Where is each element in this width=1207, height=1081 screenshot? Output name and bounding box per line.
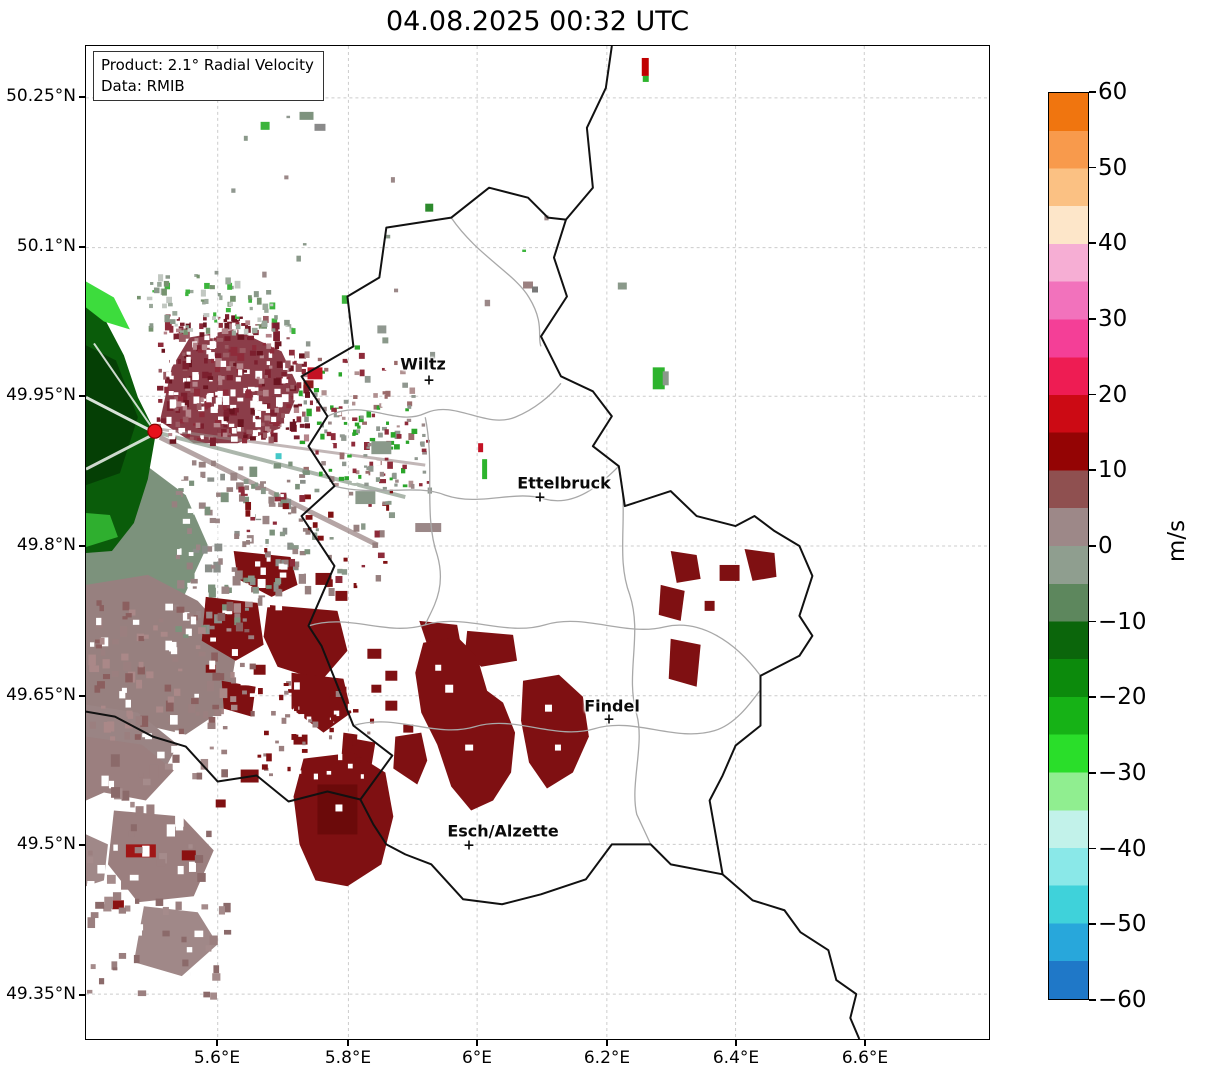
y-tick-label: 49.95°N [6,385,76,405]
figure-title: 04.08.2025 00:32 UTC [385,6,690,37]
velocity-field-layer [86,57,777,1000]
colorbar-tick-mark [1089,696,1096,698]
y-tick-label: 50.1°N [16,236,76,256]
colorbar-tick-mark [1089,545,1096,547]
radar-site-dot [147,423,163,439]
city-label-ettelbruck: Ettelbruck [517,473,611,493]
x-tick-label: 6.4°E [712,1048,760,1068]
x-tick-label: 6.6°E [841,1048,889,1068]
country-borders [86,46,861,1039]
isolated-echo-pixels [260,57,669,533]
y-tick-mark [79,844,85,846]
product-info-box: Product: 2.1° Radial Velocity Data: RMIB [93,51,324,102]
colorbar-tick-mark [1089,242,1096,244]
colorbar-tick-mark [1089,620,1096,623]
colorbar-tick-label: −60 [1098,987,1147,1013]
city-marker-icon: + [534,489,546,506]
city-marker-icon: + [423,372,435,389]
colorbar-tick-mark [1089,469,1096,471]
radar-map-canvas [86,46,989,1039]
y-tick-mark [79,395,85,397]
city-label-esch-alzette: Esch/Alzette [447,821,559,841]
data-source-label: Data: RMIB [101,76,185,95]
echo-cluster-esch [293,734,394,887]
city-marker-icon: + [463,837,475,854]
y-tick-label: 49.5°N [16,834,76,854]
colorbar-tick-mark [1089,166,1096,169]
colorbar-tick-label: −50 [1098,911,1147,938]
colorbar-tick-label: 40 [1098,230,1128,257]
y-tick-mark [79,695,85,697]
y-tick-mark [79,994,85,996]
x-tick-label: 6.2°E [583,1048,631,1068]
x-tick-mark [606,1040,608,1046]
y-tick-label: 49.8°N [16,535,76,555]
luxembourg-border [300,186,814,906]
y-tick-label: 49.65°N [6,685,76,705]
colorbar-tick-mark [1089,999,1096,1001]
colorbar-tick-label: −20 [1098,684,1147,711]
colorbar-tick-label: 10 [1098,457,1128,484]
x-tick-mark [476,1040,478,1046]
colorbar-tick-mark [1089,923,1096,925]
echo-cluster-east [658,548,777,687]
x-tick-mark [735,1040,737,1046]
city-marker-icon: + [603,711,615,728]
colorbar-tick-mark [1089,847,1096,850]
radar-speckle-texture [86,115,549,1000]
colorbar-tick-mark [1089,91,1096,93]
colorbar [1048,92,1089,1000]
colorbar-tick-label: 20 [1098,381,1128,408]
grid-lines [86,46,989,1039]
x-tick-mark [216,1040,218,1046]
x-tick-label: 5.8°E [324,1048,372,1068]
x-tick-label: 6°E [461,1048,493,1068]
y-tick-mark [79,96,85,98]
colorbar-tick-label: −30 [1098,760,1147,786]
city-label-findel: Findel [584,696,640,716]
colorbar-tick-label: 30 [1098,306,1128,332]
colorbar-tick-label: 60 [1098,79,1128,105]
france-germany-border [721,873,861,1039]
map-plot: Product: 2.1° Radial Velocity Data: RMIB… [85,45,990,1040]
belgium-germany-border [565,46,613,221]
colorbar-tick-label: 50 [1098,154,1128,181]
city-label-wiltz: Wiltz [400,354,446,374]
product-label: Product: 2.1° Radial Velocity [101,56,314,74]
x-tick-label: 5.6°E [193,1048,241,1068]
colorbar-tick-label: −40 [1098,835,1147,862]
y-tick-mark [79,545,85,547]
y-tick-label: 49.35°N [6,984,76,1004]
colorbar-unit-label: m/s [1164,519,1191,563]
colorbar-tick-mark [1089,772,1096,774]
y-tick-mark [79,246,85,248]
y-tick-label: 50.25°N [6,86,76,106]
district-borders [308,217,762,845]
colorbar-tick-label: 0 [1098,533,1113,559]
echo-holes [335,664,561,812]
colorbar-tick-mark [1089,393,1096,396]
colorbar-tick-mark [1089,318,1096,320]
x-tick-mark [347,1040,349,1046]
x-tick-mark [864,1040,866,1046]
colorbar-tick-label: −10 [1098,608,1147,635]
belgium-france-border [86,710,361,803]
